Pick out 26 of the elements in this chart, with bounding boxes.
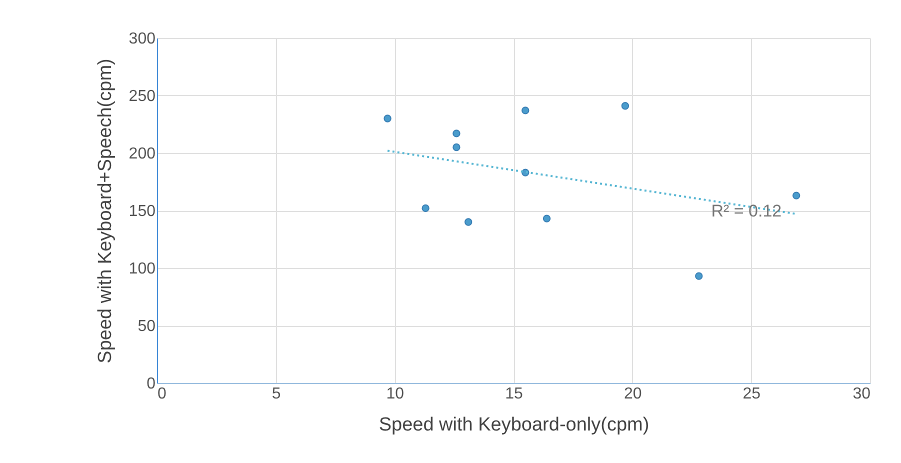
- x-tick-label: 25: [742, 386, 761, 402]
- x-tick-label: 0: [158, 386, 166, 402]
- x-axis-title: Speed with Keyboard-only(cpm): [378, 414, 650, 436]
- point: [452, 130, 460, 138]
- point: [792, 192, 800, 200]
- y-axis-title: Speed with Keyboard+Speech(cpm): [94, 58, 116, 364]
- point: [384, 114, 392, 122]
- x-tick-label: 30: [852, 386, 871, 402]
- point: [542, 214, 551, 222]
- x-tick-label: 5: [272, 386, 281, 402]
- y-tick-label: 250: [128, 88, 156, 105]
- x-tick-label: 10: [386, 386, 404, 402]
- y-tick-label: 100: [128, 260, 156, 278]
- y-tick-label: 300: [128, 30, 156, 48]
- point: [452, 143, 460, 152]
- point: [464, 218, 472, 226]
- point: [695, 272, 703, 280]
- point: [621, 102, 630, 110]
- annotation: R² = 0.12: [711, 202, 782, 221]
- y-tick-label: 200: [128, 146, 156, 162]
- point: [522, 106, 530, 114]
- y-tick-label: 150: [128, 203, 156, 220]
- x-tick-label: 15: [505, 386, 523, 402]
- y-tick-label: 50: [138, 318, 156, 335]
- x-tick-label: 20: [624, 386, 642, 402]
- point: [422, 204, 430, 212]
